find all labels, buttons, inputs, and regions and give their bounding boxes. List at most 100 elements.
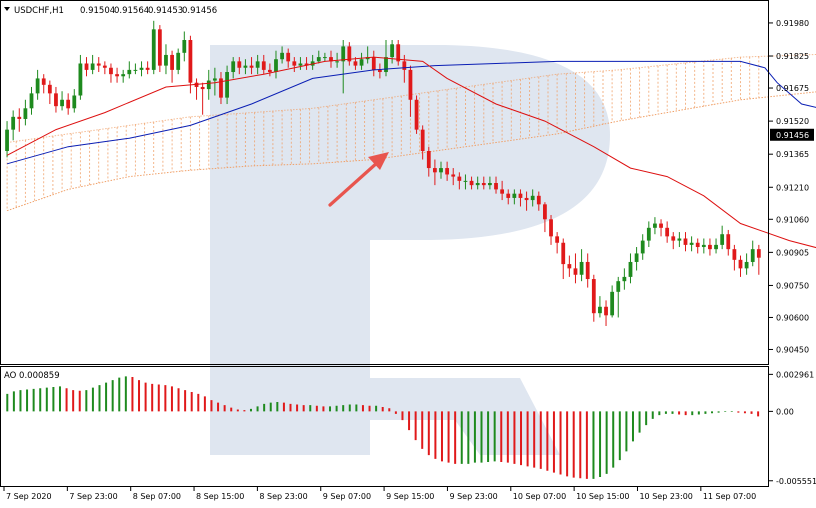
candle	[274, 50, 278, 79]
candle-body	[433, 168, 437, 173]
candle-body	[84, 63, 89, 70]
ao-tick-label: 0.002961	[776, 370, 814, 379]
candle-body	[109, 67, 113, 75]
price-tick-label: 0.90750	[776, 281, 809, 290]
time-tick-label: 8 Sep 23:00	[259, 492, 307, 501]
candle-body	[231, 61, 236, 73]
candle	[469, 176, 474, 190]
candle	[420, 125, 425, 160]
candle-body	[701, 244, 706, 248]
candle	[426, 146, 431, 177]
candle	[543, 202, 547, 233]
candle-body	[164, 54, 168, 66]
candle	[261, 54, 266, 75]
candle-body	[219, 78, 223, 98]
candle	[439, 161, 443, 179]
candle	[225, 65, 229, 105]
candle	[23, 99, 28, 126]
open-value: 0.91504	[80, 6, 115, 16]
time-tick-label: 11 Sep 07:00	[703, 492, 756, 501]
candle-body	[249, 65, 254, 68]
candle	[17, 108, 22, 132]
candle-body	[738, 259, 743, 269]
candle-body	[598, 306, 602, 314]
price-tick-label: 0.90600	[776, 313, 809, 322]
candle-body	[396, 44, 401, 62]
candle	[151, 20, 156, 75]
candle	[292, 57, 297, 73]
candle	[200, 82, 205, 115]
candle	[555, 232, 560, 254]
price-tick-label: 0.91825	[776, 52, 809, 61]
candle-body	[347, 46, 352, 62]
candle	[157, 25, 162, 73]
watermark-logo	[210, 45, 610, 455]
price-tick-label: 0.90450	[776, 345, 809, 354]
high-value: 0.91564	[114, 6, 149, 16]
candle-body	[41, 78, 46, 85]
candle	[726, 229, 731, 256]
candle	[176, 48, 181, 75]
candle	[54, 86, 58, 113]
candle-body	[188, 40, 193, 83]
candle-body	[604, 306, 608, 316]
candle-body	[133, 69, 138, 71]
candle	[60, 91, 64, 111]
candle	[445, 161, 450, 181]
price-tick-label: 0.91210	[776, 183, 809, 192]
candle-body	[653, 223, 657, 228]
price-tick-label: 0.91675	[776, 84, 809, 93]
candle-body	[524, 197, 529, 201]
candle	[280, 46, 284, 64]
price-tick-label: 0.91520	[776, 117, 809, 126]
time-tick-label: 9 Sep 07:00	[323, 492, 371, 501]
candle	[115, 67, 119, 83]
candle	[41, 74, 46, 94]
candle	[756, 244, 761, 275]
candle	[371, 50, 376, 77]
candle	[561, 238, 566, 280]
chart-header: USDCHF,H1 0.91504 0.91564 0.91453 0.9145…	[4, 6, 217, 16]
candle	[659, 219, 663, 237]
price-panel	[5, 20, 816, 326]
candle-body	[506, 193, 511, 198]
ichimoku-lines	[6, 56, 816, 249]
candle	[353, 57, 358, 70]
time-tick-label: 10 Sep 23:00	[639, 492, 692, 501]
current-price-label: 0.91456	[776, 131, 809, 140]
candle-body	[494, 183, 498, 190]
candle	[102, 61, 107, 75]
candle-body	[60, 99, 64, 107]
candle	[35, 69, 40, 100]
candle	[377, 63, 382, 79]
candle	[5, 121, 9, 158]
candle-body	[335, 61, 339, 63]
senkou-span-a	[6, 91, 816, 212]
candle-body	[286, 52, 291, 62]
candle-body	[640, 240, 645, 254]
candle-body	[463, 180, 468, 182]
candle-body	[708, 244, 712, 250]
candle	[506, 189, 511, 205]
candle	[365, 46, 370, 64]
candle	[127, 61, 132, 79]
candle-body	[671, 236, 676, 241]
candle-body	[377, 69, 382, 73]
candle	[512, 189, 517, 205]
candle	[72, 89, 77, 113]
candle-body	[646, 227, 651, 241]
candlestick-series	[5, 20, 761, 326]
candle	[414, 95, 419, 134]
candle	[616, 276, 621, 318]
candle-body	[714, 244, 718, 250]
candle-body	[555, 236, 560, 243]
candle-body	[298, 63, 303, 66]
candle	[500, 180, 505, 201]
arrow-shaft	[328, 160, 380, 207]
candle	[708, 238, 712, 256]
candle-body	[616, 281, 621, 292]
time-axis: 7 Sep 2020 7 Sep 23:00 8 Sep 07:00 8 Sep 15…	[3, 487, 756, 501]
candle	[598, 296, 602, 318]
candle-body	[176, 52, 181, 70]
